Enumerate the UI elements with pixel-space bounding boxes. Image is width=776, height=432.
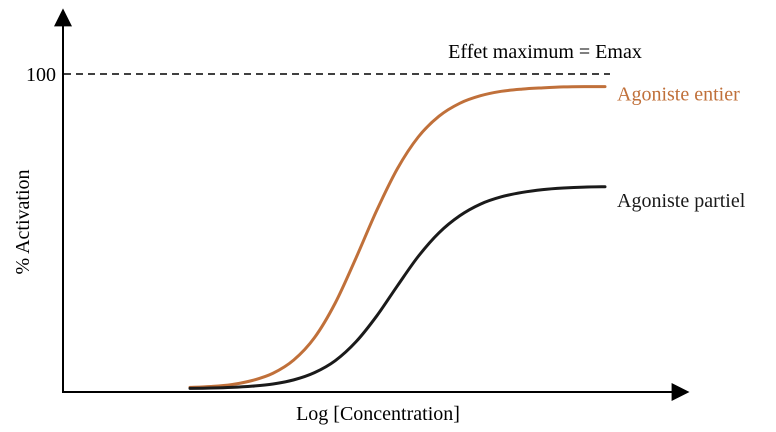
y-axis-label: % Activation <box>12 170 34 275</box>
series-line-2 <box>188 185 607 390</box>
series-label-1: Agoniste entier <box>617 84 740 106</box>
y-tick-label-100: 100 <box>26 64 56 86</box>
x-axis-label: Log [Concentration] <box>296 403 460 425</box>
series-label-2: Agoniste partiel <box>617 190 746 212</box>
series-line-1 <box>188 85 607 389</box>
series-layer: Agoniste entier Agoniste partiel <box>188 84 746 390</box>
emax-reference-label: Effet maximum = Emax <box>448 41 642 63</box>
